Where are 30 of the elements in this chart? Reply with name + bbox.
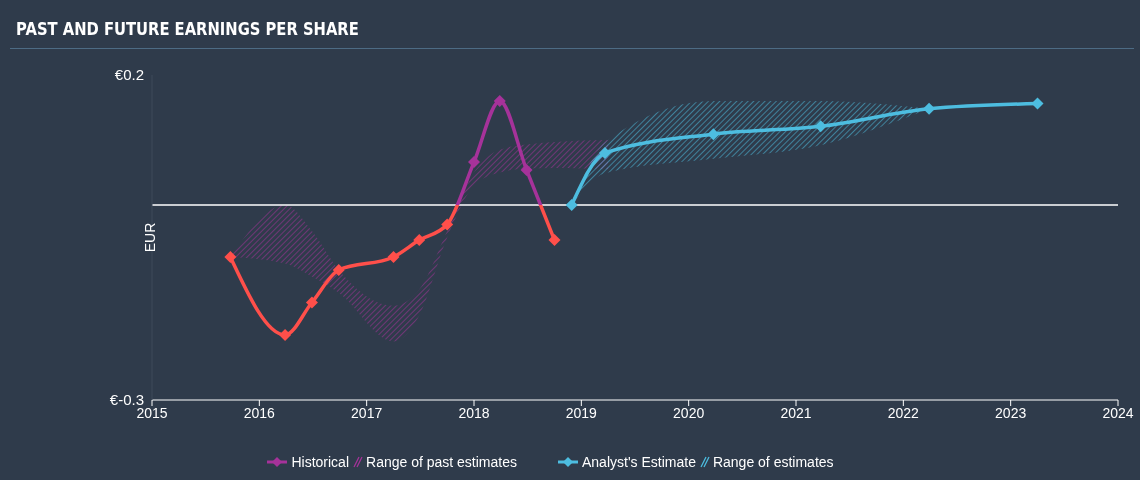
x-tick-label: 2016: [243, 404, 276, 421]
x-tick-label: 2020: [673, 404, 705, 421]
x-tick-label: 2021: [780, 404, 812, 421]
point: [468, 156, 480, 169]
point: [493, 95, 506, 107]
point: [520, 163, 533, 176]
point: [707, 128, 720, 141]
y-axis-title: EUR: [141, 222, 158, 253]
y-tick-label: €0.2: [114, 66, 144, 84]
point: [598, 147, 611, 159]
point: [413, 234, 426, 247]
point: [387, 251, 400, 263]
chart-title: PAST AND FUTURE EARNINGS PER SHARE: [16, 18, 359, 39]
x-tick-label: 2019: [565, 404, 598, 421]
text: Range of past estimates: [366, 454, 517, 470]
point: [224, 251, 237, 263]
legend-label: Analyst's Estimate: [582, 454, 696, 470]
point: [441, 218, 454, 231]
x-tick-label: 2018: [458, 404, 490, 421]
point: [565, 199, 578, 211]
x-tick-label: 2023: [995, 404, 1027, 421]
text: Range of estimates: [712, 454, 834, 470]
point: [279, 329, 292, 341]
point: [305, 296, 318, 309]
point: [332, 264, 345, 276]
x-tick-label: 2022: [887, 404, 920, 421]
point: [548, 234, 561, 247]
x-tick-label: 2024: [1102, 404, 1134, 421]
x-tick-label: 2017: [351, 404, 383, 421]
legend-label: Historical: [291, 454, 350, 470]
